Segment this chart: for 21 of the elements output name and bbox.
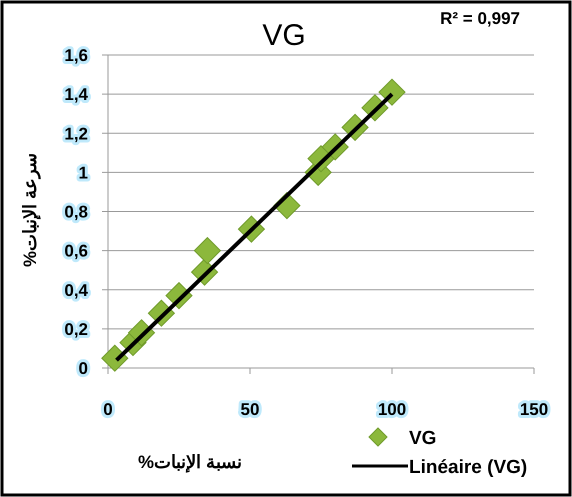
y-tick-label: 1,6 bbox=[64, 46, 88, 65]
text: R² = 0,997 bbox=[440, 9, 520, 28]
x-axis-title: نسبة الإنبات% bbox=[138, 452, 242, 473]
y-tick-label: 1 bbox=[78, 163, 88, 182]
legend-label: VG bbox=[409, 428, 436, 449]
y-tick-label: 0 bbox=[78, 359, 88, 378]
x-tick-label: 150 bbox=[520, 400, 548, 419]
y-tick-label: 0,8 bbox=[64, 202, 88, 222]
point bbox=[378, 78, 406, 106]
chart-title: VG bbox=[262, 19, 306, 52]
y-axis-title: سرعة الإنبات% bbox=[20, 152, 41, 268]
y-tick-label: 0,6 bbox=[64, 242, 88, 261]
x-tick-label: 100 bbox=[378, 400, 406, 419]
y-tick-label: 1,2 bbox=[64, 124, 88, 144]
y-tick-label: 1,4 bbox=[64, 85, 89, 104]
legend-label: Linéaire (VG) bbox=[409, 457, 528, 478]
point bbox=[194, 237, 221, 264]
y-tick-label: 0,2 bbox=[64, 320, 88, 339]
x-tick-label: 0 bbox=[103, 400, 113, 419]
y-tick-label: 0,4 bbox=[64, 280, 89, 300]
x-tick-label: 50 bbox=[240, 400, 260, 419]
